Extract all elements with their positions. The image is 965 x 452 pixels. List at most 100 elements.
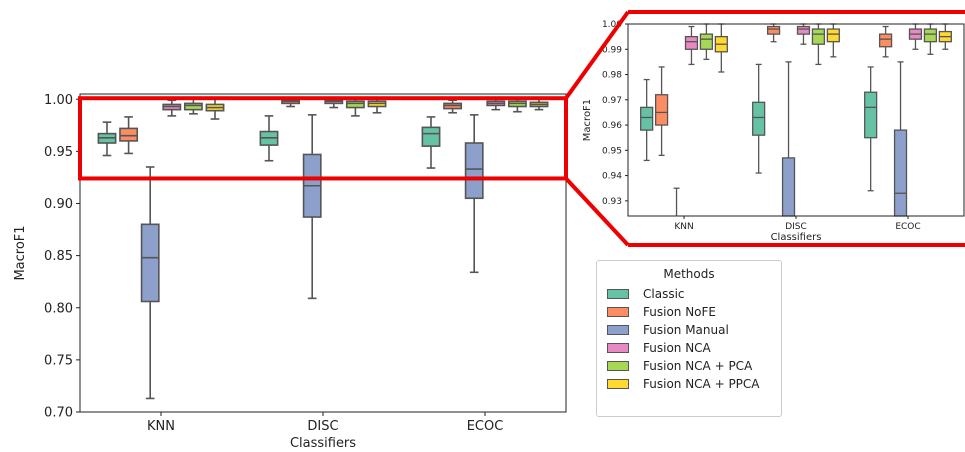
y-tick-label: 0.94 xyxy=(602,172,622,182)
legend-entry: Fusion NCA + PCA xyxy=(597,357,781,375)
box-body xyxy=(654,94,669,126)
y-tick-label: 1.00 xyxy=(602,20,622,30)
box-body xyxy=(421,126,441,147)
box-fusion-nca-ecoc xyxy=(908,23,923,50)
box-fusion-nofe-disc xyxy=(281,98,301,108)
legend-swatch xyxy=(607,307,629,317)
box-fusion-nofe-disc xyxy=(766,23,781,43)
box-fusion-nofe-ecoc xyxy=(878,25,893,58)
box-fusion-nca-pca-knn xyxy=(183,98,203,115)
legend-label: Fusion NCA + PPCA xyxy=(643,377,760,391)
y-tick-label: 1.00 xyxy=(44,93,73,108)
plot-frame xyxy=(627,23,965,217)
y-tick-label: 0.85 xyxy=(44,249,73,264)
box-fusion-nca-pca-disc xyxy=(345,98,365,117)
box-fusion-nca-pca-disc xyxy=(811,23,826,66)
box-fusion-nca-pca-ecoc xyxy=(507,98,527,113)
legend-swatch xyxy=(607,325,629,335)
y-tick-label: 0.75 xyxy=(44,353,73,368)
y-tick-label: 0.90 xyxy=(44,197,73,212)
box-fusion-manual-ecoc xyxy=(464,114,484,274)
y-tick-label: 0.93 xyxy=(602,197,622,207)
box-body xyxy=(796,25,811,35)
box-fusion-nca-disc xyxy=(324,98,344,109)
x-tick-label: DISC xyxy=(307,419,338,434)
box-fusion-nca-pca-knn xyxy=(699,23,714,61)
legend-label: Fusion NCA + PCA xyxy=(643,359,753,373)
box-fusion-manual-ecoc xyxy=(893,61,908,217)
y-tick-label: 0.97 xyxy=(602,96,622,106)
legend-swatch xyxy=(607,379,629,389)
box-body xyxy=(684,35,699,50)
box-body xyxy=(119,127,139,142)
y-tick-label: 0.96 xyxy=(602,121,622,131)
legend-label: Fusion Manual xyxy=(643,323,729,337)
y-tick-label: 0.70 xyxy=(44,406,73,421)
box-body xyxy=(811,28,826,45)
legend-swatch xyxy=(607,361,629,371)
x-tick-label: ECOC xyxy=(467,419,504,434)
x-tick-label: KNN xyxy=(147,419,175,434)
box-body xyxy=(893,129,908,217)
box-classic-knn xyxy=(640,78,654,162)
box-fusion-nofe-knn xyxy=(119,116,139,155)
x-tick-label: KNN xyxy=(674,222,693,232)
box-fusion-nca-ppca-ecoc xyxy=(938,23,952,50)
box-fusion-nca-ppca-knn xyxy=(714,23,728,73)
x-tick-label: DISC xyxy=(785,222,807,232)
box-fusion-manual-knn xyxy=(673,187,680,216)
x-axis-label: Classifiers xyxy=(771,232,822,243)
box-fusion-nca-disc xyxy=(796,23,811,45)
box-body xyxy=(826,28,840,43)
box-classic-knn xyxy=(97,121,117,157)
box-body xyxy=(752,101,766,136)
legend-entry: Fusion NoFE xyxy=(597,303,781,321)
legend: Methods Classic Fusion NoFE Fusion Manual F… xyxy=(596,260,782,417)
box-fusion-manual-disc xyxy=(781,61,796,217)
legend-label: Fusion NCA xyxy=(643,341,711,355)
y-tick-label: 0.95 xyxy=(602,146,622,156)
box-classic-ecoc xyxy=(421,116,441,169)
zoom-connector-bottom xyxy=(564,177,630,247)
box-classic-ecoc xyxy=(864,66,878,192)
box-body xyxy=(640,106,654,131)
zoom-highlight xyxy=(78,10,965,247)
box-body xyxy=(766,25,781,35)
box-classic-disc xyxy=(752,63,766,174)
box-fusion-nca-ppca-disc xyxy=(367,98,387,114)
box-fusion-nca-pca-ecoc xyxy=(923,23,938,55)
box-fusion-nca-ppca-disc xyxy=(826,23,840,58)
main-chart: 0.70 0.75 0.80 0.85 0.90 0.95 1.00 KNN DISC ECOC C… xyxy=(13,93,567,451)
zoom-connector-top xyxy=(564,10,630,100)
x-tick-label: ECOC xyxy=(895,222,920,232)
box-body xyxy=(345,100,365,109)
box-fusion-nca-knn xyxy=(684,25,699,66)
legend-label: Fusion NoFE xyxy=(643,305,717,319)
box-body xyxy=(140,223,160,303)
box-classic-disc xyxy=(259,115,279,162)
box-fusion-nofe-ecoc xyxy=(443,99,463,114)
y-tick-label: 0.95 xyxy=(44,145,73,160)
box-body xyxy=(864,91,878,139)
x-axis-label: Classifiers xyxy=(290,436,356,451)
legend-swatch xyxy=(607,289,629,299)
y-axis-label: MacroF1 xyxy=(13,225,28,280)
zoom-region-outline xyxy=(78,96,568,181)
box-body xyxy=(878,33,893,48)
legend-entry: Fusion NCA xyxy=(597,339,781,357)
y-tick-label: 0.99 xyxy=(602,45,622,55)
legend-swatch xyxy=(607,343,629,353)
box-fusion-nca-ppca-knn xyxy=(205,98,225,120)
y-tick-label: 0.80 xyxy=(44,301,73,316)
y-tick-label: 0.98 xyxy=(602,71,622,81)
legend-entry: Fusion NCA + PPCA xyxy=(597,375,781,393)
box-fusion-nca-knn xyxy=(162,99,182,117)
box-body xyxy=(183,102,203,111)
legend-entry: Fusion Manual xyxy=(597,321,781,339)
y-axis-label: MacroF1 xyxy=(582,99,593,141)
legend-entry: Classic xyxy=(597,285,781,303)
box-fusion-nofe-knn xyxy=(654,66,669,157)
box-fusion-manual-disc xyxy=(302,114,322,300)
box-fusion-nca-ecoc xyxy=(486,98,506,111)
